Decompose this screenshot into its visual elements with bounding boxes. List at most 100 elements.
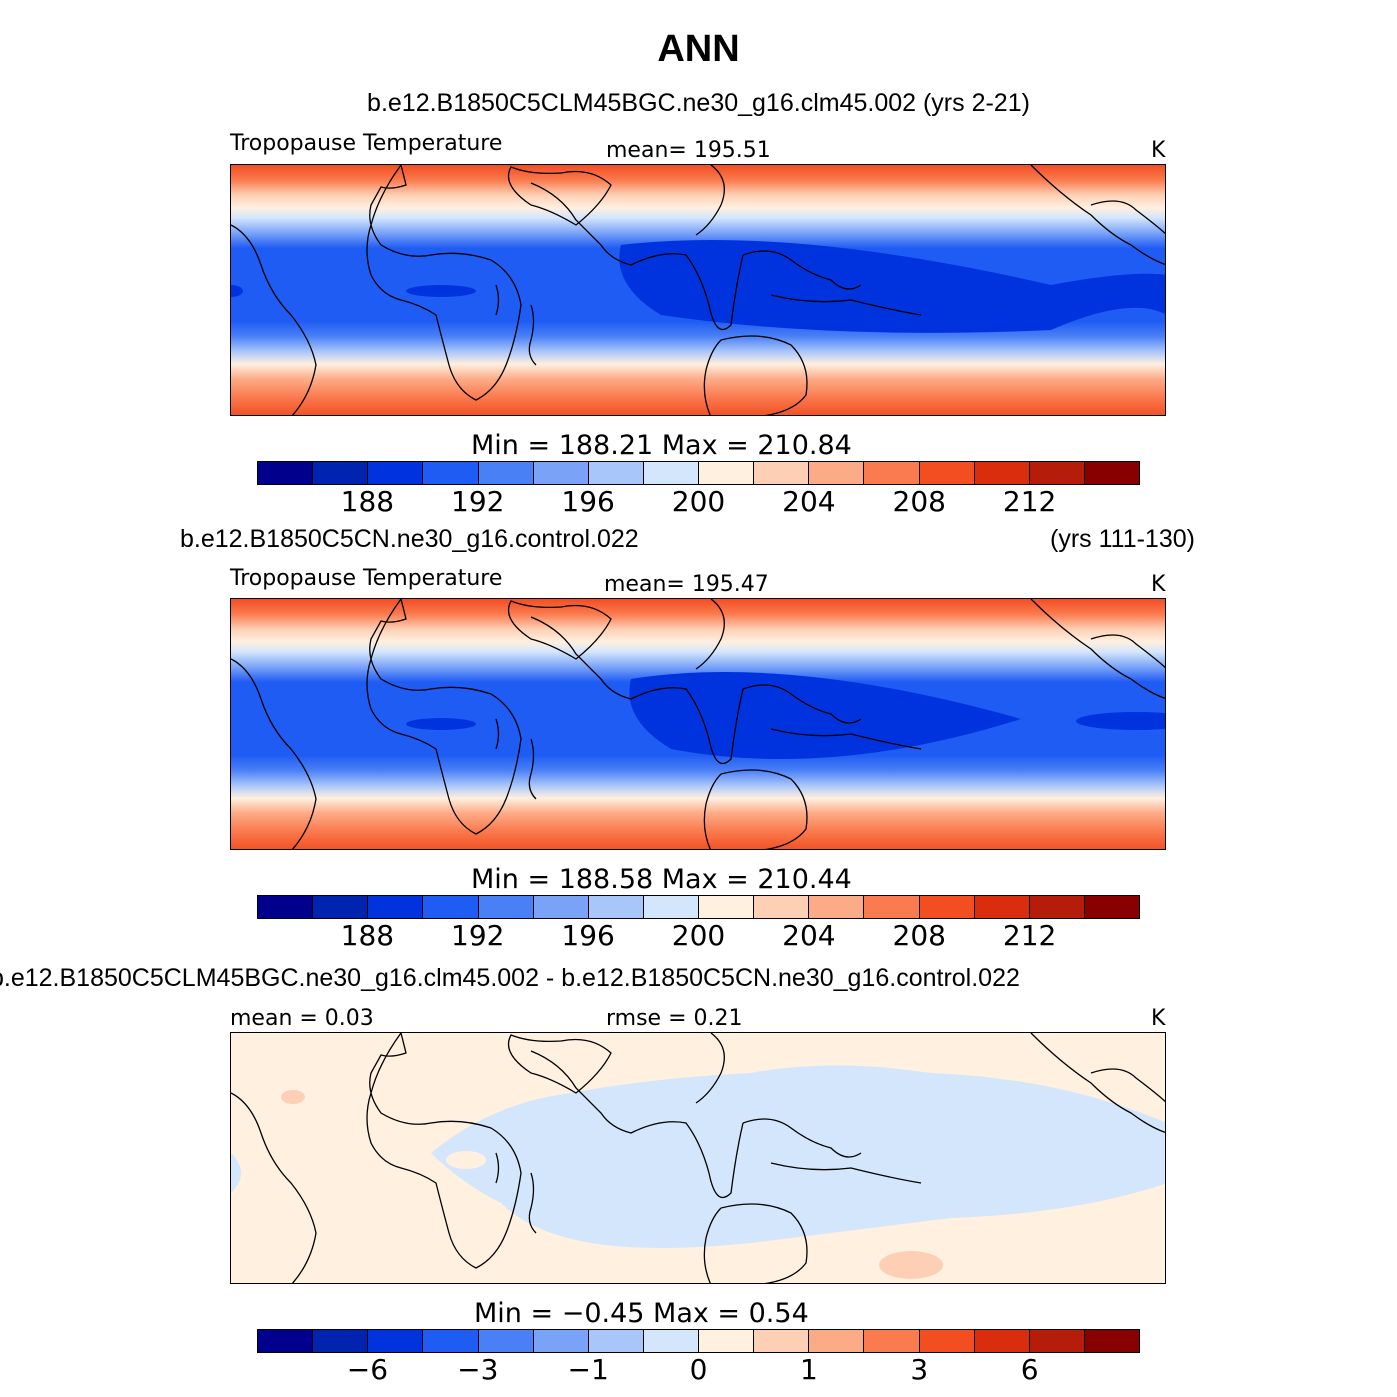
coastline bbox=[528, 304, 537, 366]
coastline bbox=[695, 599, 725, 670]
panel-1-case-title: b.e12.B1850C5CLM45BGC.ne30_g16.clm45.002… bbox=[367, 89, 1030, 117]
coastline bbox=[366, 165, 522, 401]
colorbar-swatch bbox=[313, 1330, 369, 1352]
colorbar-swatch bbox=[643, 896, 699, 918]
panel-3-colorbar bbox=[257, 1329, 1140, 1353]
panel-1-colorbar bbox=[257, 461, 1140, 485]
colorbar-tick-label: 196 bbox=[561, 919, 615, 952]
coastline bbox=[231, 658, 317, 849]
colorbar-swatch bbox=[643, 462, 699, 484]
colorbar-tick-label: 204 bbox=[782, 485, 836, 518]
colorbar-swatch bbox=[588, 896, 644, 918]
coastline bbox=[1030, 599, 1165, 699]
colorbar-tick-label: 0 bbox=[689, 1353, 708, 1386]
coastline bbox=[366, 599, 522, 835]
colorbar-swatch bbox=[533, 896, 589, 918]
colorbar-swatch bbox=[478, 896, 534, 918]
colorbar-swatch bbox=[533, 462, 589, 484]
colorbar-swatch bbox=[313, 462, 369, 484]
colorbar-swatch bbox=[699, 1330, 755, 1352]
panel-2-minmax: Min = 188.58 Max = 210.44 bbox=[471, 864, 852, 895]
panel-3-map bbox=[230, 1032, 1166, 1284]
colorbar-swatch bbox=[809, 462, 865, 484]
panel-1-minmax: Min = 188.21 Max = 210.84 bbox=[471, 430, 852, 461]
panel-1-map bbox=[230, 164, 1166, 416]
coastline bbox=[366, 1033, 522, 1269]
colorbar-swatch bbox=[588, 462, 644, 484]
coastline bbox=[530, 1050, 744, 1199]
colorbar-tick-label: 200 bbox=[671, 485, 726, 518]
coastline bbox=[495, 718, 500, 750]
panel-2-mean-label: mean= 195.47 bbox=[604, 572, 769, 597]
colorbar-tick-label: 212 bbox=[1002, 919, 1057, 952]
coastline bbox=[507, 600, 612, 660]
coastline bbox=[1030, 165, 1165, 265]
panel-2-field-label: Tropopause Temperature bbox=[230, 566, 503, 591]
coastline bbox=[530, 182, 744, 331]
coastline bbox=[495, 1152, 500, 1184]
colorbar-swatch bbox=[368, 462, 424, 484]
colorbar-swatch bbox=[423, 1330, 479, 1352]
colorbar-swatch bbox=[1084, 462, 1139, 484]
coastline bbox=[703, 769, 808, 849]
panel-2-units-label: K bbox=[1151, 572, 1166, 597]
colorbar-swatch bbox=[809, 1330, 865, 1352]
colorbar-tick-label: 6 bbox=[1020, 1353, 1039, 1386]
colorbar-swatch bbox=[974, 896, 1030, 918]
colorbar-swatch bbox=[864, 1330, 920, 1352]
colorbar-tick-label: 188 bbox=[340, 919, 395, 952]
coastline bbox=[1090, 1068, 1165, 1103]
panel-3-minmax: Min = −0.45 Max = 0.54 bbox=[474, 1298, 809, 1329]
colorbar-tick-label: 188 bbox=[340, 485, 395, 518]
colorbar-swatch bbox=[423, 896, 479, 918]
panel-2-case-title: b.e12.B1850C5CN.ne30_g16.control.022 bbox=[180, 525, 639, 553]
colorbar-tick-label: −3 bbox=[457, 1353, 499, 1386]
coastline bbox=[507, 1034, 612, 1094]
colorbar-swatch bbox=[1029, 896, 1085, 918]
colorbar-swatch bbox=[368, 896, 424, 918]
colorbar-tick-label: 208 bbox=[892, 919, 946, 952]
colorbar-tick-label: 204 bbox=[782, 919, 836, 952]
colorbar-tick-label: 3 bbox=[910, 1353, 929, 1386]
coastline bbox=[1090, 634, 1165, 669]
colorbar-swatch bbox=[643, 1330, 699, 1352]
panel-2-colorbar bbox=[257, 895, 1140, 919]
colorbar-swatch bbox=[754, 896, 810, 918]
panel-1-units-label: K bbox=[1151, 138, 1166, 163]
colorbar-swatch bbox=[919, 462, 975, 484]
coastline bbox=[742, 684, 862, 724]
colorbar-swatch bbox=[258, 462, 314, 484]
coastline bbox=[770, 728, 922, 750]
coastline bbox=[770, 294, 922, 316]
colorbar-swatch bbox=[258, 896, 314, 918]
colorbar-swatch bbox=[1029, 462, 1085, 484]
coastline bbox=[695, 165, 725, 236]
panel-3-case-title: b.e12.B1850C5CLM45BGC.ne30_g16.clm45.002… bbox=[0, 964, 1020, 992]
colorbar-swatch bbox=[864, 462, 920, 484]
colorbar-swatch bbox=[313, 896, 369, 918]
colorbar-swatch bbox=[1029, 1330, 1085, 1352]
panel-2-years: (yrs 111-130) bbox=[1050, 525, 1195, 553]
coastline bbox=[528, 1172, 537, 1234]
colorbar-tick-label: −6 bbox=[346, 1353, 389, 1386]
panel-3-units-label: K bbox=[1151, 1006, 1166, 1031]
colorbar-swatch bbox=[974, 1330, 1030, 1352]
colorbar-swatch bbox=[919, 1330, 975, 1352]
colorbar-swatch bbox=[478, 1330, 534, 1352]
colorbar-swatch bbox=[533, 1330, 589, 1352]
colorbar-swatch bbox=[699, 896, 755, 918]
colorbar-swatch bbox=[919, 896, 975, 918]
colorbar-tick-label: 196 bbox=[561, 485, 615, 518]
colorbar-swatch bbox=[754, 1330, 810, 1352]
coastline bbox=[742, 250, 862, 290]
colorbar-tick-label: 192 bbox=[451, 485, 505, 518]
colorbar-swatch bbox=[478, 462, 534, 484]
coastline bbox=[695, 1033, 725, 1104]
colorbar-swatch bbox=[1084, 896, 1139, 918]
coastline bbox=[507, 166, 612, 226]
coastline bbox=[231, 1092, 317, 1283]
panel-3-rmse-label: rmse = 0.21 bbox=[606, 1006, 743, 1031]
coastline bbox=[231, 224, 317, 415]
coastline bbox=[703, 335, 808, 415]
colorbar-tick-label: 1 bbox=[799, 1353, 818, 1386]
